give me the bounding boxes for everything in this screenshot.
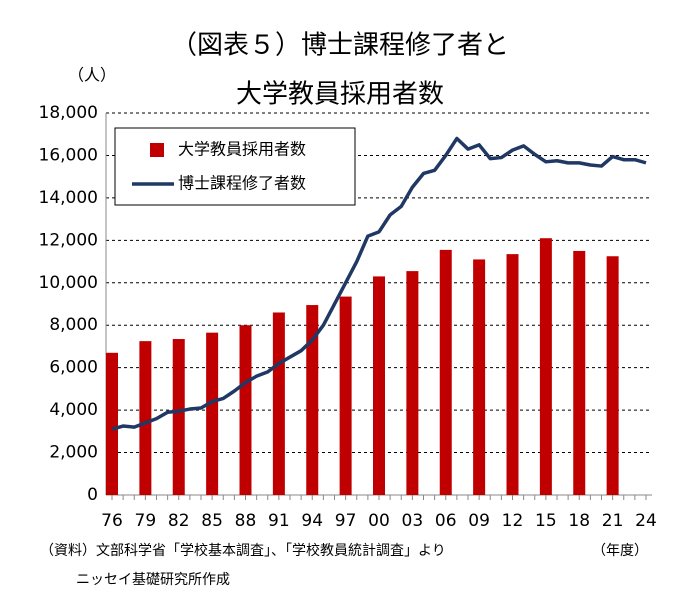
bar xyxy=(539,238,552,495)
bar xyxy=(106,352,118,495)
y-tick-label: 8,000 xyxy=(49,315,98,335)
x-tick-label: 12 xyxy=(502,511,524,531)
bar xyxy=(506,254,519,495)
y-tick-label: 12,000 xyxy=(39,230,98,250)
y-tick-label: 6,000 xyxy=(49,358,98,378)
bar xyxy=(573,250,586,495)
note: （資料）文部科学省「学校基本調査」、「学校教員統計調査」より xyxy=(40,542,446,559)
bar xyxy=(606,256,619,495)
bar xyxy=(172,339,185,495)
y-tick-label: 10,000 xyxy=(39,273,98,293)
legend-box xyxy=(114,127,356,206)
x-tick-label: 88 xyxy=(235,511,257,531)
x-tick-label: 21 xyxy=(602,511,624,531)
x-tick-label: 82 xyxy=(168,511,190,531)
x-tick-label: 06 xyxy=(435,511,457,531)
x-tick-label: 79 xyxy=(135,511,157,531)
x-tick-label: 03 xyxy=(402,511,424,531)
x-axis-label: （年度） xyxy=(592,543,648,559)
bar xyxy=(339,296,352,495)
bar xyxy=(406,271,419,495)
note: ニッセイ基礎研究所作成 xyxy=(76,571,230,588)
y-tick-label: 4,000 xyxy=(49,400,98,420)
x-tick-label: 85 xyxy=(201,511,223,531)
chart-title: （図表５）博士課程修了者と xyxy=(171,31,509,61)
line xyxy=(111,136,647,431)
bar xyxy=(306,305,319,495)
x-tick-label: 94 xyxy=(301,511,323,531)
y-tick-label: 2,000 xyxy=(49,443,98,463)
y-tick-label: 16,000 xyxy=(39,145,98,165)
x-tick-label: 97 xyxy=(335,511,357,531)
x-tick-label: 76 xyxy=(101,511,123,531)
bar xyxy=(439,249,452,495)
x-tick-label: 00 xyxy=(368,511,390,531)
legend-label: 博士課程修了者数 xyxy=(178,174,306,193)
legend-label: 大学教員採用者数 xyxy=(178,140,306,159)
x-tick-label: 09 xyxy=(468,511,490,531)
bar xyxy=(373,276,385,495)
y-axis-label: （人） xyxy=(68,66,116,85)
x-tick-label: 15 xyxy=(535,511,557,531)
bar xyxy=(139,341,152,495)
x-tick-label: 24 xyxy=(635,511,657,531)
bar xyxy=(272,312,285,495)
chart-title: 大学教員採用者数 xyxy=(236,80,444,110)
bar xyxy=(473,259,486,495)
bar xyxy=(206,332,219,495)
y-tick-label: 0 xyxy=(87,485,98,505)
x-tick-label: 18 xyxy=(568,511,590,531)
legend-swatch xyxy=(150,143,164,157)
y-tick-label: 14,000 xyxy=(39,188,98,208)
y-tick-label: 18,000 xyxy=(39,103,98,123)
bar xyxy=(239,325,252,495)
x-tick-label: 91 xyxy=(268,511,290,531)
